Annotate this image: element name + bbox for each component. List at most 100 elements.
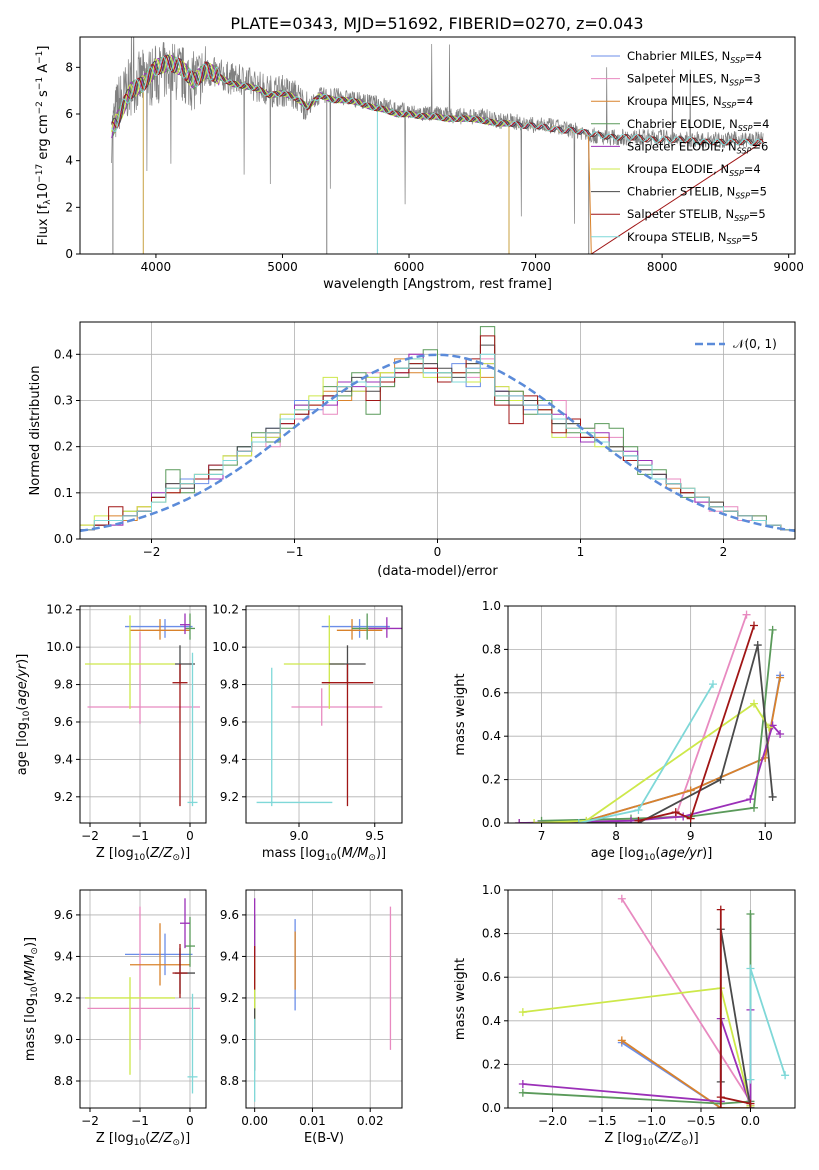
mass_weight_vs_age-marker [768,625,777,634]
mass_weight_vs_Z-xlabel: Z [log10(Z/Z⊙)] [604,1131,698,1148]
mass_weight_vs_Z-marker [518,1088,527,1097]
mass_weight_vs_Z-marker [716,1093,725,1102]
spectrum-ytick-label: 0 [65,247,73,261]
age_vs_Z-xtick-label: 0 [186,829,194,843]
mass_weight_vs_Z-panel: −2.0 −1.5 −1.0 −0.5 0.0 0.0 0.2 0.4 0.6 0.8 1.0 Z [… [453,883,796,1148]
mass_weight_vs_Z-ytick-label: 0.2 [482,1057,501,1071]
spectrum-ytick-label: 4 [65,154,73,168]
age_vs_mass-ytick-label: 9.6 [220,715,239,729]
residuals-ytick-label: 0.3 [54,393,73,407]
age_vs_Z-xtick-label: −2 [81,829,99,843]
residuals-ytick-label: 0.0 [54,532,73,546]
mass_vs_Z-xtick-label: 0 [186,1114,194,1128]
mass_vs_ebv-axes: 0.00 0.01 0.02 8.8 9.0 9.2 9.4 9.6 E(B-V) [220,889,403,1146]
mass_weight_vs_age-marker [750,699,758,708]
spectrum-data-line [111,37,764,224]
age_vs_Z-axes: −2 −1 0 9.2 9.4 9.6 9.8 10.0 10.2 Z [log10(Z/Z⊙)]… [15,603,207,863]
mass_weight_vs_Z-marker [746,909,755,918]
residuals-xtick-label: −1 [286,545,304,559]
age_vs_mass-ytick-label: 9.8 [220,678,239,692]
mass_weight_vs_age-line-salpeter-stelib [638,625,755,822]
age_vs_mass-axes: 9.0 9.5 9.2 9.4 9.6 9.8 10.0 10.2 mass [log10(M/… [212,603,403,863]
mass_weight_vs_Z-line-chabrier-miles [621,1041,751,1108]
mass_weight_vs_age-plot-area [515,610,785,823]
spectrum-xtick-label: 6000 [394,260,425,274]
age_vs_Z-xlabel: Z [log10(Z/Z⊙)] [96,846,190,863]
age_vs_Z-xtick-label: −1 [131,829,149,843]
mass_weight_vs_age-marker [746,795,755,804]
spectrum-legend-label: Kroupa MILES, NSSP=4 [627,94,753,110]
residuals-ytick-label: 0.2 [54,440,73,454]
residuals-ytick-label: 0.4 [54,347,73,361]
mass_weight_vs_age-xtick-label: 7 [538,829,546,843]
mass_weight_vs_age-marker [750,803,758,812]
mass_vs_Z-frame [79,889,207,1109]
mass_weight_vs_Z-marker [746,1075,755,1084]
mass_weight_vs_Z-marker [617,1036,626,1045]
mass_weight_vs_age-line-chabrier-stelib [578,644,774,823]
spectrum-legend-label: Chabrier ELODIE, NSSP=4 [627,117,769,133]
age_vs_mass-panel: 9.0 9.5 9.2 9.4 9.6 9.8 10.0 10.2 mass [log10(M/… [212,603,403,863]
mass_weight_vs_Z-marker [617,894,626,903]
age_vs_mass-ytick-label: 9.2 [220,790,239,804]
mass_weight_vs_Z-line-salpeter-miles [621,898,752,1108]
spectrum-ytick-label: 6 [65,107,73,121]
age_vs_mass-xlabel: mass [log10(M/M⊙)] [262,846,386,863]
mass_weight_vs_Z-axes: −2.0 −1.5 −1.0 −0.5 0.0 0.0 0.2 0.4 0.6 0.8 1.0 Z [… [453,883,796,1148]
mass_weight_vs_age-xtick-label: 10 [758,829,773,843]
spectrum-legend-label: Chabrier STELIB, NSSP=5 [627,185,767,201]
spectrum-ylabel: Flux [fλ10−17 erg cm−2 s−1 A−1] [35,46,53,246]
mass_vs_ebv-ytick-label: 9.2 [220,991,239,1005]
residuals-xtick-label: 2 [720,545,728,559]
age_vs_Z-ytick-label: 9.6 [54,715,73,729]
mass_weight_vs_age-marker [537,816,546,823]
mass_weight_vs_age-xlabel: age [log10(age/yr)] [591,846,713,863]
mass_weight_vs_age-line-salpeter-miles [578,614,748,823]
mass_weight_vs_age-marker [627,816,635,823]
age_vs_mass-ytick-label: 10.0 [212,640,239,654]
mass_vs_ebv-ytick-label: 8.8 [220,1074,239,1088]
mass_vs_Z-ytick-label: 9.6 [54,908,73,922]
spectrum-model-kroupa-stelib [111,55,764,146]
spectrum-axes: Chabrier MILES, NSSP=4 Salpeter MILES, NS… [35,36,804,292]
residuals-plot-area [80,326,795,539]
residuals-legend-label: 𝒩(0, 1) [733,337,777,351]
mass_weight_vs_age-marker [515,819,524,823]
spectrum-legend-label: Salpeter ELODIE, NSSP=6 [627,139,768,155]
spectrum-xtick-label: 8000 [647,260,678,274]
age_vs_Z-panel: −2 −1 0 9.2 9.4 9.6 9.8 10.0 10.2 Z [log10(Z/Z⊙)]… [15,603,207,863]
mass_weight_vs_Z-xtick-label: −1.5 [587,1114,616,1128]
mass_weight_vs_Z-plot-area [518,894,790,1108]
mass_vs_Z-xtick-label: −1 [131,1114,149,1128]
spectrum-legend-label: Kroupa ELODIE, NSSP=4 [627,162,761,178]
mass_weight_vs_Z-ytick-label: 1.0 [482,883,501,897]
mass_weight_vs_age-xtick-label: 8 [612,829,620,843]
residuals-xlabel: (data-model)/error [377,564,498,579]
mass_weight_vs_Z-line-chabrier-stelib [719,929,752,1108]
age_vs_mass-xtick-label: 9.0 [289,829,308,843]
mass_weight_vs_age-marker [634,816,643,823]
age_vs_Z-ytick-label: 9.4 [54,752,73,766]
spectrum-model-salpeter-stelib [111,55,764,254]
mass_weight_vs_age-ytick-label: 0.2 [482,773,501,787]
mass_vs_ebv-xtick-label: 0.01 [299,1114,326,1128]
mass_vs_Z-plot-area [85,898,200,1094]
mass_weight_vs_Z-ytick-label: 0.6 [482,970,501,984]
age_vs_mass-xtick-label: 9.5 [365,829,384,843]
residuals-panel: 𝒩(0, 1) −2 −1 0 1 2 0.0 0.1 0.2 0.3 0.4 (data-model… [28,321,796,579]
spectrum-xtick-label: 9000 [773,260,804,274]
mass_vs_ebv-ytick-label: 9.6 [220,908,239,922]
residuals-axes: 𝒩(0, 1) −2 −1 0 1 2 0.0 0.1 0.2 0.3 0.4 (data-model… [28,321,796,579]
mass_vs_Z-ytick-label: 9.2 [54,991,73,1005]
age_vs_Z-frame [79,605,207,824]
spectrum-legend-label: Salpeter STELIB, NSSP=5 [627,207,766,223]
mass_weight_vs_Z-xtick-label: 0.0 [741,1114,760,1128]
age_vs_Z-ytick-label: 9.2 [54,790,73,804]
mass_weight_vs_age-ylabel: mass weight [453,673,468,755]
mass_weight_vs_age-ytick-label: 0.6 [482,686,501,700]
residuals-xtick-label: 1 [577,545,585,559]
spectrum-legend: Chabrier MILES, NSSP=4 Salpeter MILES, NS… [591,49,769,246]
spectrum-frame [79,36,796,255]
mass_weight_vs_age-marker [574,819,583,823]
residuals-ylabel: Normed distribution [28,366,43,496]
